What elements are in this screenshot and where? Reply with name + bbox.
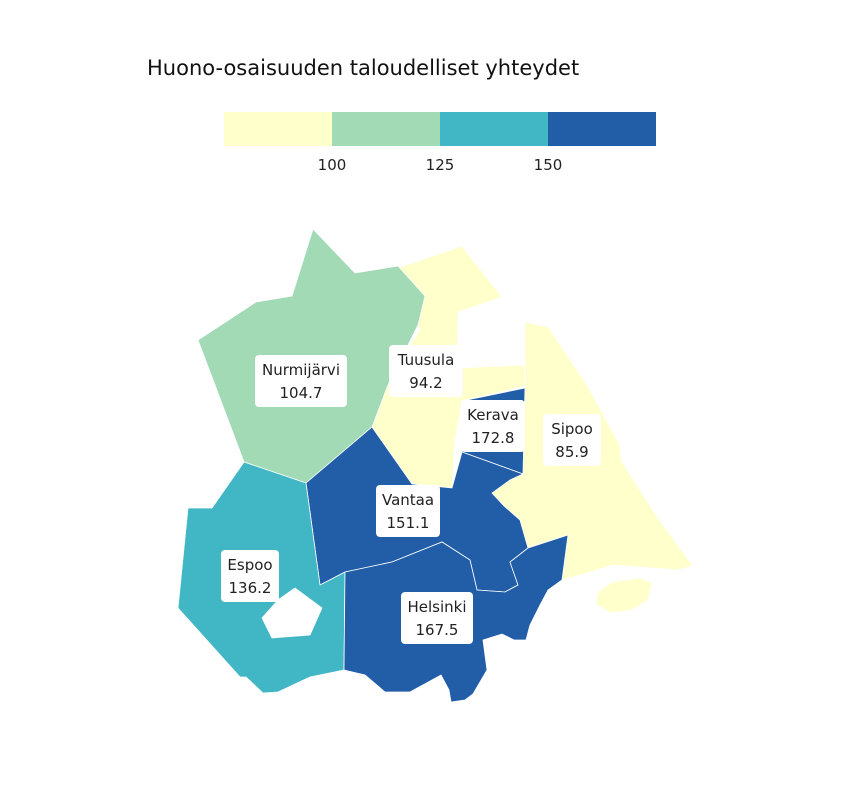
label-box	[461, 400, 525, 452]
region-kerava	[461, 387, 526, 475]
label-name: Vantaa	[382, 491, 434, 509]
label-box	[376, 485, 440, 537]
label-name: Tuusula	[397, 351, 455, 369]
label-helsinki: Helsinki 167.5	[401, 592, 473, 644]
label-box	[543, 414, 601, 466]
legend-swatch-4	[548, 112, 656, 146]
region-helsinki	[343, 534, 569, 703]
label-tuusula: Tuusula 94.2	[389, 345, 463, 397]
label-value: 151.1	[387, 514, 430, 532]
label-name: Helsinki	[407, 598, 466, 616]
map-regions	[177, 228, 694, 703]
legend-swatch-2	[332, 112, 440, 146]
label-name: Espoo	[227, 556, 272, 574]
label-value: 85.9	[555, 443, 588, 461]
label-sipoo: Sipoo 85.9	[543, 414, 601, 466]
label-box	[401, 592, 473, 644]
label-espoo: Espoo 136.2	[221, 550, 279, 602]
region-sipoo-island	[595, 577, 653, 614]
region-tuusula	[371, 245, 526, 489]
region-espoo	[177, 461, 346, 694]
label-value: 167.5	[416, 621, 459, 639]
legend-break-150: 150	[534, 156, 563, 174]
label-kerava: Kerava 172.8	[461, 400, 525, 452]
map-title: Huono-osaisuuden taloudelliset yhteydet	[147, 56, 580, 80]
legend-swatch-3	[440, 112, 548, 146]
label-box	[255, 355, 347, 407]
region-nurmijarvi	[197, 228, 426, 484]
label-value: 136.2	[229, 579, 272, 597]
region-sipoo	[491, 321, 694, 581]
label-name: Nurmijärvi	[262, 361, 340, 379]
map-labels: Nurmijärvi 104.7 Tuusula 94.2 Kerava 172.8 Sip…	[221, 345, 601, 644]
label-value: 172.8	[472, 429, 515, 447]
label-box	[389, 345, 463, 397]
label-name: Kerava	[467, 406, 519, 424]
color-legend: 100 125 150	[224, 112, 656, 174]
label-box	[221, 550, 279, 602]
label-vantaa: Vantaa 151.1	[376, 485, 440, 537]
label-name: Sipoo	[551, 420, 593, 438]
legend-break-100: 100	[318, 156, 347, 174]
region-vantaa	[305, 426, 529, 593]
legend-swatch-1	[224, 112, 332, 146]
label-value: 104.7	[280, 384, 323, 402]
label-value: 94.2	[409, 374, 442, 392]
label-nurmijarvi: Nurmijärvi 104.7	[255, 355, 347, 407]
legend-break-125: 125	[426, 156, 455, 174]
